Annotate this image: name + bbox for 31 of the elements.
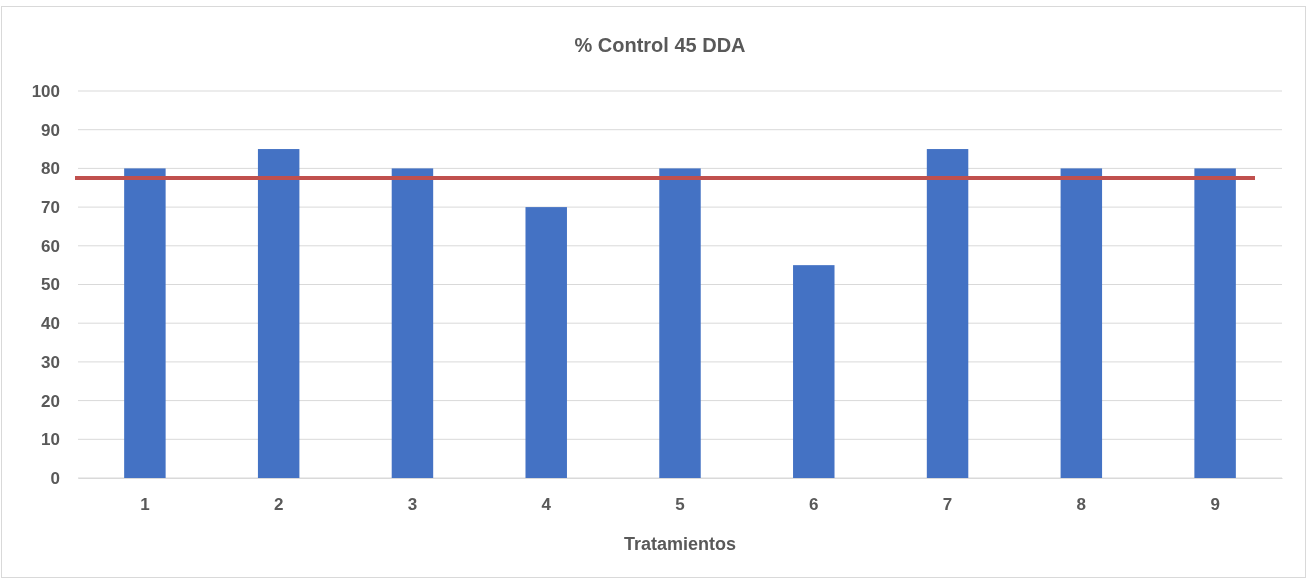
bar — [391, 168, 434, 478]
chart-title: % Control 45 DDA — [574, 34, 746, 56]
bar — [257, 149, 300, 478]
bar — [525, 207, 567, 478]
y-tick-label: 100 — [31, 81, 60, 101]
y-tick-label: 70 — [41, 198, 60, 218]
x-tick-label: 3 — [407, 495, 418, 515]
bar — [1194, 168, 1236, 478]
bar — [659, 168, 701, 478]
x-tick-label: 4 — [541, 495, 552, 515]
x-tick-label: 8 — [1076, 495, 1087, 515]
x-tick-label: 2 — [273, 495, 284, 515]
bar — [124, 168, 166, 478]
y-tick-label: 60 — [41, 236, 60, 256]
x-tick-label: 9 — [1210, 495, 1220, 515]
x-axis-title: Tratamientos — [623, 534, 737, 554]
y-tick-label: 90 — [41, 120, 60, 140]
y-tick-label: 0 — [50, 468, 60, 488]
bar — [1060, 168, 1103, 478]
y-tick-label: 80 — [41, 159, 60, 179]
y-tick-label: 40 — [41, 314, 60, 334]
x-tick-label: 7 — [942, 495, 953, 515]
x-tick-label: 1 — [140, 495, 150, 515]
y-tick-label: 20 — [41, 391, 60, 411]
bar — [926, 149, 969, 478]
x-tick-label: 5 — [675, 495, 685, 515]
y-tick-label: 50 — [41, 275, 60, 295]
y-tick-label: 10 — [41, 430, 60, 450]
y-tick-label: 30 — [41, 352, 60, 372]
x-tick-label: 6 — [809, 495, 819, 515]
bar — [793, 265, 835, 478]
